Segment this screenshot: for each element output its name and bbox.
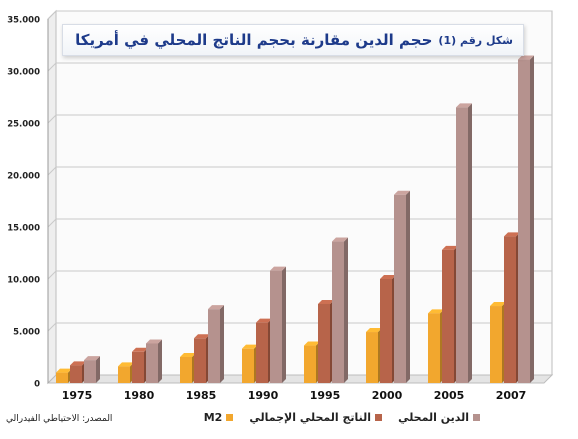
bar-side bbox=[220, 305, 224, 383]
bar bbox=[366, 332, 378, 383]
y-tick-label: 30.000 bbox=[7, 68, 40, 78]
y-tick-label: 20.000 bbox=[7, 172, 40, 182]
bar-top bbox=[56, 368, 72, 373]
bar bbox=[304, 345, 316, 383]
bar-side bbox=[530, 55, 534, 384]
bar-top bbox=[366, 328, 382, 333]
x-tick-label: 2005 bbox=[434, 389, 465, 402]
bar bbox=[518, 59, 530, 384]
bar bbox=[318, 303, 330, 383]
bar bbox=[180, 357, 192, 383]
bar bbox=[442, 249, 454, 383]
bar-side bbox=[158, 339, 162, 383]
y-tick-label: 10.000 bbox=[7, 276, 40, 286]
legend-label-gdp: الناتج المحلي الإجمالي bbox=[249, 410, 372, 424]
x-tick-label: 2000 bbox=[372, 389, 403, 402]
bar-top bbox=[442, 245, 458, 250]
bar-top bbox=[518, 55, 534, 60]
legend-label-debt: الدين المحلي bbox=[398, 410, 469, 424]
bar bbox=[270, 270, 282, 383]
bar bbox=[242, 348, 254, 383]
bar-top bbox=[194, 334, 210, 339]
source-note: المصدر: الاحتياطي الفيدرالي bbox=[6, 414, 113, 424]
bar bbox=[256, 322, 268, 383]
bar-side bbox=[468, 103, 472, 384]
legend-swatch-debt bbox=[473, 413, 480, 421]
bar-top bbox=[242, 344, 258, 349]
bar-top bbox=[118, 362, 134, 367]
x-tick-label: 1990 bbox=[248, 389, 279, 402]
bar-side bbox=[406, 190, 410, 383]
chart-title: حجم الدين مقارنة بحجم الناتج المحلي في أ… bbox=[75, 31, 433, 49]
bar-top bbox=[256, 318, 272, 323]
bar bbox=[380, 279, 392, 383]
bar-top bbox=[428, 309, 444, 314]
gridline bbox=[47, 10, 552, 20]
gridline bbox=[47, 166, 552, 176]
bar bbox=[208, 309, 220, 383]
bar-top bbox=[270, 266, 286, 271]
bar bbox=[332, 241, 344, 383]
y-tick-label: 25.000 bbox=[7, 120, 40, 130]
y-tick-label: 15.000 bbox=[7, 224, 40, 234]
bar bbox=[70, 365, 82, 383]
bar-top bbox=[504, 232, 520, 237]
y-tick-label: 0 bbox=[34, 380, 40, 390]
x-tick-label: 1995 bbox=[310, 389, 341, 402]
bar-top bbox=[394, 190, 410, 195]
bar bbox=[132, 351, 144, 383]
bar-top bbox=[208, 305, 224, 310]
bar bbox=[394, 194, 406, 383]
x-tick-label: 1985 bbox=[186, 389, 217, 402]
legend-swatch-m2 bbox=[226, 413, 234, 421]
legend-item-m2: M2 bbox=[204, 411, 234, 424]
chart-title-prefix: شكل رقم (1) bbox=[438, 33, 513, 47]
gridline bbox=[47, 270, 552, 280]
legend-swatch-gdp bbox=[375, 413, 383, 421]
plot-back-wall bbox=[55, 10, 553, 376]
bar-top bbox=[490, 302, 506, 307]
bar-side bbox=[282, 266, 286, 383]
bar bbox=[146, 343, 158, 383]
bar-top bbox=[146, 339, 162, 344]
x-tick-label: 2007 bbox=[496, 389, 527, 402]
bar-side bbox=[344, 237, 348, 383]
bar bbox=[118, 366, 130, 383]
gridline bbox=[47, 62, 552, 72]
bar bbox=[504, 236, 516, 383]
legend-item-gdp: الناتج المحلي الإجمالي bbox=[249, 410, 383, 424]
bar-side bbox=[96, 356, 100, 383]
bar-top bbox=[180, 353, 196, 357]
y-tick-label: 35.000 bbox=[7, 16, 40, 26]
bar-top bbox=[332, 237, 348, 242]
bar-top bbox=[70, 361, 86, 366]
bar-top bbox=[456, 103, 472, 108]
bar-top bbox=[304, 341, 320, 346]
legend: الدين المحلي الناتج المحلي الإجمالي M2 bbox=[204, 409, 480, 425]
bar bbox=[490, 306, 502, 383]
x-tick-label: 1980 bbox=[124, 389, 155, 402]
legend-label-m2: M2 bbox=[203, 410, 223, 424]
bar bbox=[456, 107, 468, 384]
bar bbox=[428, 313, 440, 383]
bar-top bbox=[84, 356, 100, 361]
bar-top bbox=[132, 347, 148, 352]
gridline bbox=[47, 114, 552, 124]
bar bbox=[84, 360, 96, 383]
bar bbox=[56, 372, 68, 383]
x-tick-label: 1975 bbox=[62, 389, 93, 402]
bar-top bbox=[380, 275, 396, 279]
bar-top bbox=[318, 299, 334, 304]
legend-item-debt: الدين المحلي bbox=[398, 411, 480, 424]
gridline bbox=[47, 218, 552, 228]
y-tick-label: 5.000 bbox=[13, 328, 40, 338]
bar bbox=[194, 338, 206, 383]
chart-title-box: شكل رقم (1) حجم الدين مقارنة بحجم الناتج… bbox=[62, 24, 524, 56]
